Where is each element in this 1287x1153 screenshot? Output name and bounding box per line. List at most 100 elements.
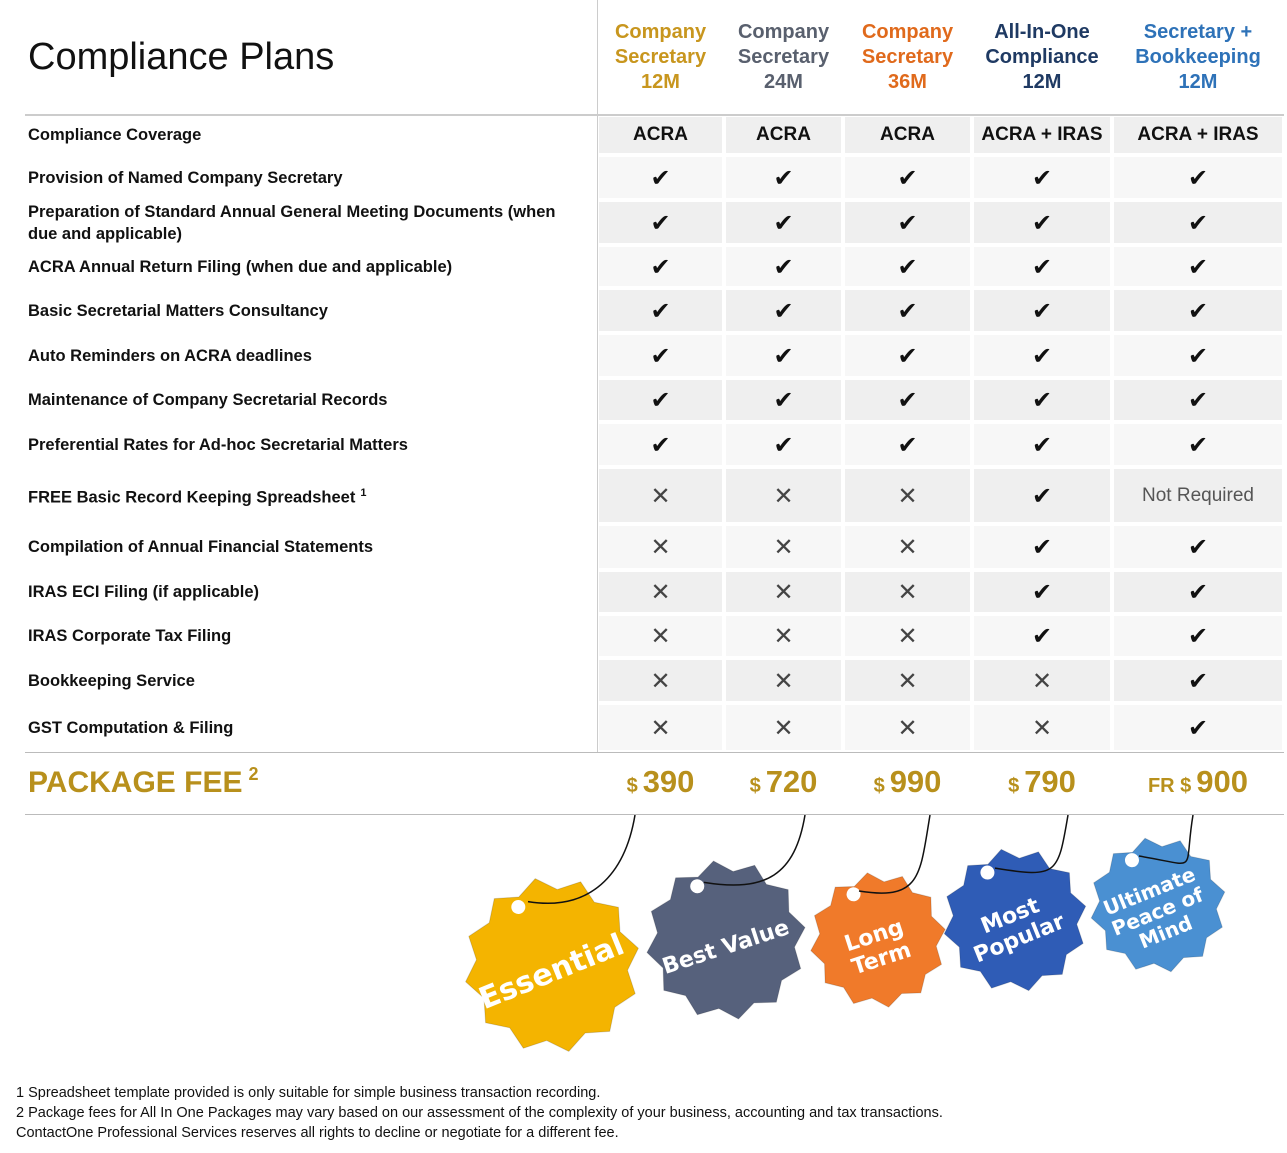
row-label-text: Provision of Named Company Secretary	[28, 168, 343, 187]
cell-icon: ✕	[773, 578, 794, 606]
cell-icon: ✔	[897, 386, 918, 414]
cell-icon: ✔	[1187, 341, 1209, 370]
cell-icon: ✔	[1031, 296, 1053, 325]
cell: ✕	[726, 572, 841, 612]
cell-icon: ✔	[1031, 208, 1053, 237]
tag-string	[858, 814, 931, 894]
plan-name-line: 12M	[1178, 71, 1218, 93]
cell: ✔	[1114, 290, 1282, 331]
cell-icon: ✕	[897, 533, 918, 561]
cell: ✕	[726, 616, 841, 656]
cell: ✔	[599, 380, 722, 420]
plan-name-line: 24M	[764, 71, 803, 93]
cell-icon: ✕	[897, 713, 918, 742]
cell: ✔	[1114, 157, 1282, 198]
cell-icon: ✔	[773, 163, 794, 192]
cell: ✔	[974, 335, 1110, 376]
cell: ✔	[726, 247, 841, 286]
row-label: ACRA Annual Return Filing (when due and …	[28, 245, 588, 288]
cell-icon: ✔	[897, 341, 918, 370]
row-label: Preferential Rates for Ad-hoc Secretaria…	[28, 422, 588, 467]
cell-icon: ✔	[1187, 713, 1209, 742]
cell-icon: ✔	[1187, 252, 1209, 281]
cell: ✔	[1114, 616, 1282, 656]
cell: ✔	[1114, 526, 1282, 568]
plan-name-line: Secretary	[614, 46, 707, 68]
fee-amount: 390	[642, 764, 695, 799]
label-divider	[597, 0, 598, 752]
cell-icon: ✕	[650, 481, 671, 510]
plan-name-line: Company	[737, 21, 830, 43]
fee-prefix: $	[626, 775, 638, 797]
plan-name-line: Secretary	[737, 46, 830, 68]
fee-prefix: $	[749, 775, 761, 797]
cell: ✔	[599, 157, 722, 198]
cell-icon: ✔	[1031, 430, 1053, 459]
tag-hole	[980, 865, 995, 880]
fee-price: $990	[843, 764, 972, 800]
cell-icon: ✔	[773, 386, 794, 414]
row-label-text: IRAS Corporate Tax Filing	[28, 627, 232, 645]
cell-icon: ✔	[773, 296, 794, 325]
cell-icon: ✔	[897, 296, 918, 325]
row-label-text: ACRA Annual Return Filing (when due and …	[28, 256, 452, 278]
tag-string	[1138, 814, 1194, 864]
row-label-text: IRAS Corporate Tax Filing	[28, 625, 231, 647]
cell-icon: ✔	[650, 341, 671, 370]
tag-hole	[846, 887, 861, 902]
cell-icon: ✔	[1031, 622, 1053, 650]
cell-icon: ✔	[1187, 666, 1209, 695]
plan-header: All-In-One Compliance 12M	[972, 20, 1112, 95]
row-label-text: Compliance Coverage	[28, 126, 202, 144]
cell: ✔	[974, 380, 1110, 420]
cell-icon: ✔	[1031, 163, 1053, 192]
cell: ✔	[1114, 380, 1282, 420]
cell: ✔	[599, 424, 722, 465]
cell-icon: ✔	[1031, 341, 1053, 370]
plan-name-line: Company	[614, 21, 707, 43]
tag-hole	[1124, 853, 1139, 868]
cell-icon: ✔	[773, 208, 794, 237]
cell: ✔	[599, 247, 722, 286]
footnote-marker: 2	[248, 764, 259, 784]
cell-icon: ✔	[897, 252, 918, 281]
cell: ✔	[974, 157, 1110, 198]
cell: ✕	[599, 705, 722, 750]
row-label-text: Compilation of Annual Financial Statemen…	[28, 536, 373, 558]
fee-price: $390	[597, 764, 724, 800]
plan-name-line: Bookkeeping	[1135, 46, 1261, 68]
cell-icon: ✔	[1031, 481, 1053, 510]
row-label-text: IRAS ECI Filing (if applicable)	[28, 581, 259, 603]
row-label-text: Auto Reminders on ACRA deadlines	[28, 345, 312, 367]
cell: ✔	[726, 424, 841, 465]
row-label: Basic Secretarial Matters Consultancy	[28, 288, 588, 333]
cell-icon: ✕	[773, 481, 794, 510]
cell-icon: ✕	[773, 713, 794, 742]
plan-name-line: All-In-One	[994, 21, 1090, 43]
cell: ✔	[1114, 660, 1282, 701]
cell-icon: ✔	[1187, 533, 1209, 561]
fee-amount: 990	[889, 764, 942, 799]
cell-icon: ✔	[650, 430, 671, 459]
plan-header: Company Secretary 12M	[597, 20, 724, 95]
cell: ✕	[974, 660, 1110, 701]
cell: ✔	[845, 290, 970, 331]
cell: ✕	[845, 572, 970, 612]
cell: ✕	[726, 660, 841, 701]
cell: ✔	[974, 290, 1110, 331]
row-label-text: Maintenance of Company Secretarial Recor…	[28, 391, 388, 409]
cell: ✕	[726, 469, 841, 522]
cell: ✕	[845, 660, 970, 701]
row-label-text: FREE Basic Record Keeping Spreadsheet	[28, 488, 356, 507]
cell-icon: ✕	[897, 578, 918, 606]
cell-icon: ✔	[1187, 578, 1209, 606]
row-label-text: Provision of Named Company Secretary	[28, 167, 343, 189]
row-label-text: GST Computation & Filing	[28, 717, 233, 739]
cell: ✔	[974, 616, 1110, 656]
cell: ✔	[974, 572, 1110, 612]
cell-icon: ✔	[1187, 386, 1209, 414]
cell-icon: ✔	[897, 163, 918, 192]
cell-icon: ✔	[650, 296, 671, 325]
cell-icon: ✔	[1187, 430, 1209, 459]
